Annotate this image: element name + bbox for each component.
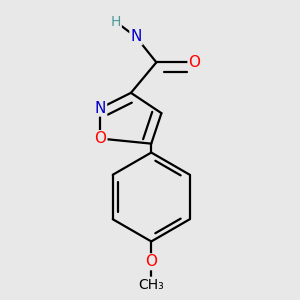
Text: O: O <box>94 131 106 146</box>
Text: O: O <box>145 254 157 269</box>
Text: CH₃: CH₃ <box>138 278 164 292</box>
Text: H: H <box>110 15 121 29</box>
Text: O: O <box>188 55 200 70</box>
Text: N: N <box>95 100 106 116</box>
Text: N: N <box>130 29 142 44</box>
